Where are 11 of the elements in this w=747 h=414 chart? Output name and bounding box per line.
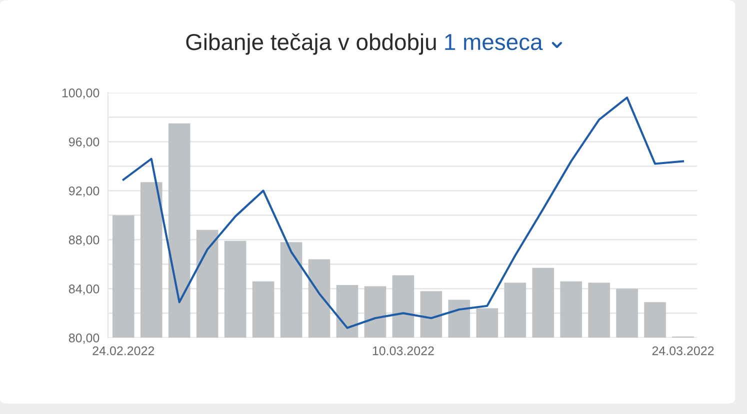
chart-title: Gibanje tečaja v obdobju 1 meseca xyxy=(186,33,543,55)
y-tick-label: 88,00 xyxy=(68,236,100,246)
line-series xyxy=(122,96,684,329)
y-tick-label: 100,00 xyxy=(62,88,100,99)
y-tick-label: 92,00 xyxy=(68,186,100,197)
x-tick-label: 24.02.2022 xyxy=(92,346,154,356)
x-tick-label: 10.03.2022 xyxy=(372,346,434,356)
y-tick-label: 80,00 xyxy=(68,334,100,344)
x-tick-label: 24.03.2022 xyxy=(652,346,714,356)
y-tick-label: 84,00 xyxy=(68,284,100,295)
y-tick-label: 96,00 xyxy=(68,138,100,148)
